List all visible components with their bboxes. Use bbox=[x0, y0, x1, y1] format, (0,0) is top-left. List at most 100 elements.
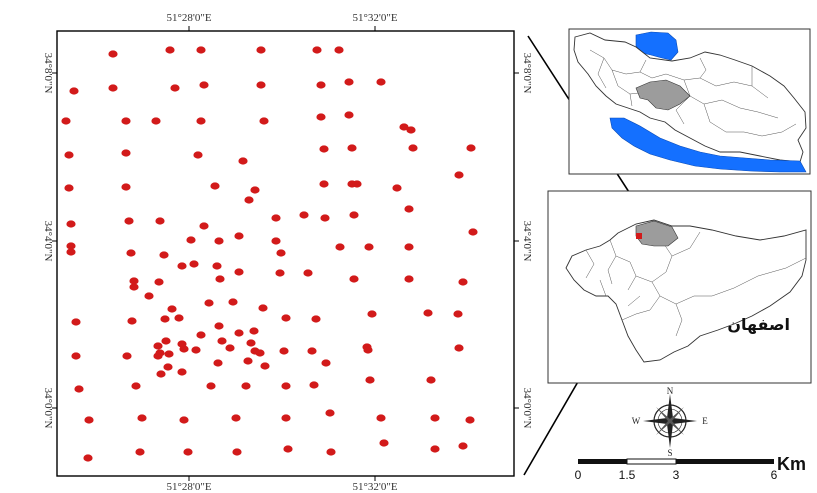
isfahan-province-highlight bbox=[635, 79, 691, 111]
sample-point bbox=[228, 298, 238, 306]
sample-point bbox=[153, 342, 163, 350]
sample-point bbox=[69, 87, 79, 95]
sample-point bbox=[276, 249, 286, 257]
sample-point bbox=[303, 269, 313, 277]
scale-unit: Km bbox=[777, 454, 806, 474]
sample-point bbox=[244, 196, 254, 204]
sample-point bbox=[299, 211, 309, 219]
compass-north: N bbox=[667, 386, 674, 396]
sample-point bbox=[466, 144, 476, 152]
sample-point bbox=[196, 46, 206, 54]
iran-inset-map bbox=[568, 28, 811, 175]
sample-point bbox=[275, 269, 285, 277]
sample-point bbox=[423, 309, 433, 317]
sample-point bbox=[64, 184, 74, 192]
left-tick-label: 34°0'0"N bbox=[42, 388, 54, 429]
sample-point bbox=[196, 117, 206, 125]
isfahan-inset-map: اصفهان bbox=[547, 190, 812, 384]
sample-point bbox=[84, 416, 94, 424]
sample-point bbox=[238, 157, 248, 165]
sample-point bbox=[199, 81, 209, 89]
sample-point bbox=[163, 363, 173, 371]
sample-point bbox=[454, 171, 464, 179]
scale-label: 1.5 bbox=[619, 468, 636, 482]
sample-point bbox=[246, 339, 256, 347]
sample-point bbox=[430, 445, 440, 453]
sample-point bbox=[352, 180, 362, 188]
sample-point bbox=[127, 317, 137, 325]
sample-point bbox=[344, 78, 354, 86]
sample-point bbox=[170, 84, 180, 92]
map-ticks bbox=[52, 26, 519, 481]
sample-point bbox=[426, 376, 436, 384]
sample-point bbox=[404, 243, 414, 251]
scale-label: 0 bbox=[575, 468, 582, 482]
sample-point bbox=[165, 46, 175, 54]
sample-point bbox=[349, 211, 359, 219]
right-tick-label: 34°0'0"N bbox=[521, 388, 533, 429]
sample-point bbox=[271, 237, 281, 245]
sample-point bbox=[186, 236, 196, 244]
sample-point bbox=[281, 414, 291, 422]
sample-point bbox=[225, 344, 235, 352]
sample-point bbox=[129, 283, 139, 291]
sample-point bbox=[234, 232, 244, 240]
sample-point bbox=[206, 382, 216, 390]
sample-point bbox=[210, 182, 220, 190]
sample-point bbox=[161, 337, 171, 345]
right-tick-label: 34°4'0"N bbox=[521, 221, 533, 262]
sample-point bbox=[155, 217, 165, 225]
sample-point bbox=[204, 299, 214, 307]
sample-point bbox=[159, 251, 169, 259]
sample-point bbox=[255, 349, 265, 357]
sample-point bbox=[177, 368, 187, 376]
sample-point bbox=[458, 442, 468, 450]
sample-point bbox=[232, 448, 242, 456]
sample-point bbox=[193, 151, 203, 159]
sample-point bbox=[312, 46, 322, 54]
sample-point bbox=[316, 81, 326, 89]
sample-point bbox=[344, 111, 354, 119]
sample-point bbox=[379, 439, 389, 447]
sample-point bbox=[260, 362, 270, 370]
sample-point bbox=[214, 237, 224, 245]
sample-point bbox=[321, 359, 331, 367]
sample-point bbox=[319, 145, 329, 153]
sample-point bbox=[334, 46, 344, 54]
bottom-tick-label: 51°32'0"E bbox=[352, 481, 397, 493]
sample-point bbox=[177, 262, 187, 270]
sample-point bbox=[364, 243, 374, 251]
sample-point bbox=[66, 220, 76, 228]
sampling-points bbox=[61, 46, 478, 462]
sample-point bbox=[121, 149, 131, 157]
sample-point bbox=[212, 262, 222, 270]
sample-point bbox=[319, 180, 329, 188]
sample-point bbox=[191, 346, 201, 354]
sample-point bbox=[347, 144, 357, 152]
sample-point bbox=[363, 346, 373, 354]
sample-point bbox=[66, 242, 76, 250]
sample-point bbox=[256, 81, 266, 89]
bottom-tick-label: 51°28'0"E bbox=[166, 481, 211, 493]
right-tick-label: 34°8'0"N bbox=[521, 53, 533, 94]
sample-point bbox=[108, 50, 118, 58]
sample-point bbox=[376, 78, 386, 86]
sample-point bbox=[83, 454, 93, 462]
sample-point bbox=[249, 327, 259, 335]
sample-point bbox=[183, 448, 193, 456]
sample-point bbox=[259, 117, 269, 125]
sample-point bbox=[71, 318, 81, 326]
sample-point bbox=[71, 352, 81, 360]
sample-point bbox=[279, 347, 289, 355]
sample-point bbox=[151, 117, 161, 125]
sample-point bbox=[215, 275, 225, 283]
sample-point bbox=[61, 117, 71, 125]
sample-point bbox=[124, 217, 134, 225]
left-tick-label: 34°8'0"N bbox=[42, 53, 54, 94]
study-area-marker bbox=[636, 233, 642, 239]
sample-point bbox=[243, 357, 253, 365]
sample-point bbox=[404, 205, 414, 213]
sample-point bbox=[154, 278, 164, 286]
top-tick-label: 51°28'0"E bbox=[166, 12, 211, 24]
